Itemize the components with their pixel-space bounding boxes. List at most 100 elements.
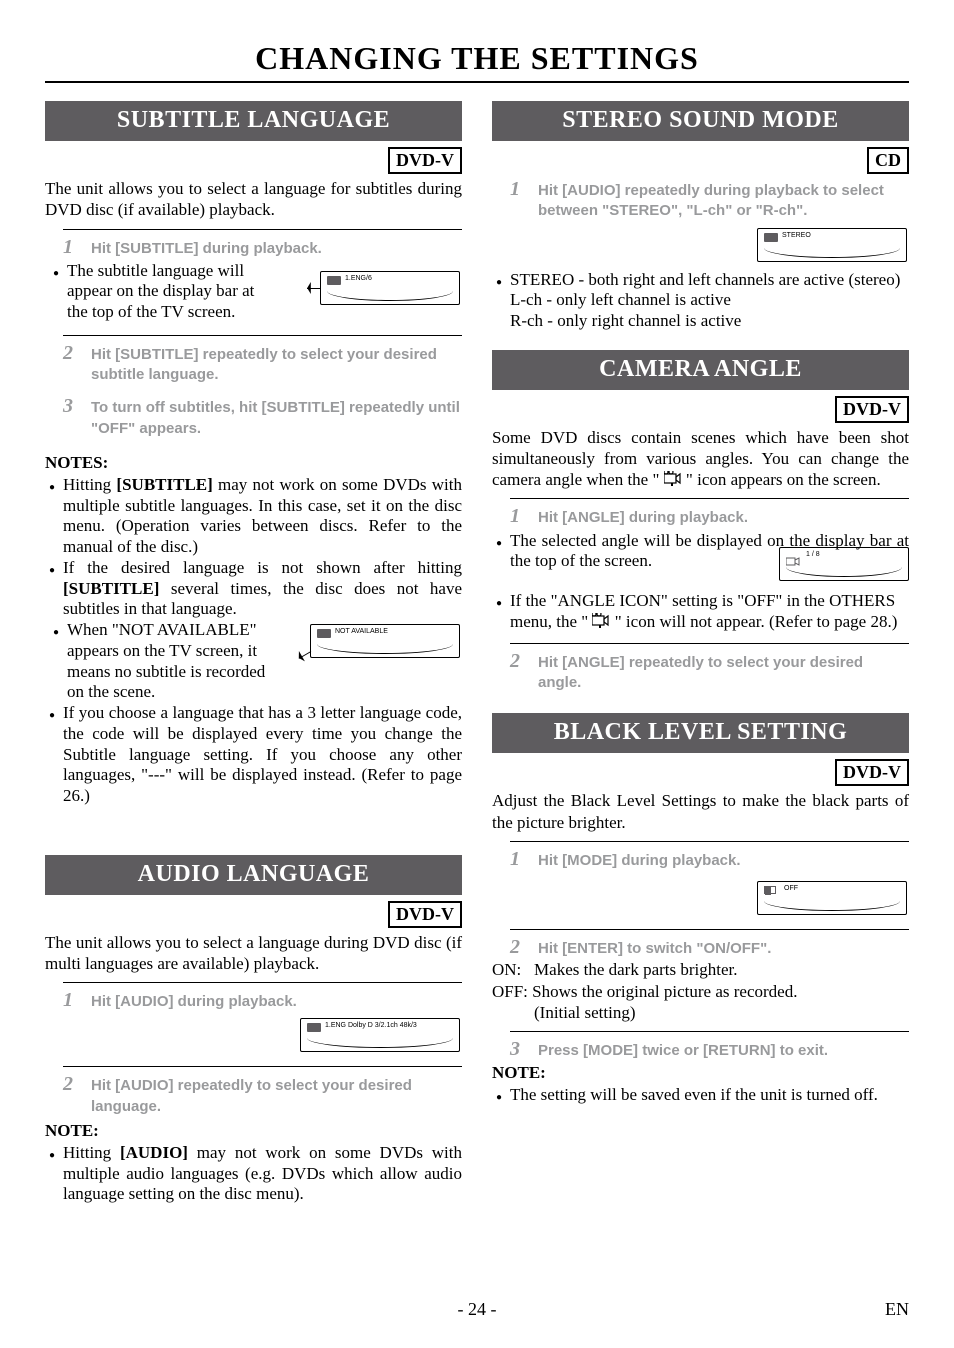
- notes-label: NOTE:: [45, 1121, 462, 1141]
- disc-badge-cd: CD: [867, 147, 909, 174]
- bullet-dot: ●: [496, 591, 504, 609]
- osd-text: 1.ENG Dolby D 3/2.1ch 48k/3: [325, 1022, 417, 1029]
- note-text: The setting will be saved even if the un…: [510, 1085, 878, 1106]
- section-subtitle-language: SUBTITLE LANGUAGE DVD-V The unit allows …: [45, 101, 462, 807]
- osd-display: NOT AVAILABLE: [310, 624, 460, 658]
- step-number: 2: [510, 936, 524, 959]
- step-number: 2: [510, 650, 524, 673]
- osd-text: STEREO: [782, 232, 811, 239]
- two-column-layout: SUBTITLE LANGUAGE DVD-V The unit allows …: [45, 101, 909, 1205]
- step-number: 1: [510, 505, 524, 528]
- bullet-text: STEREO - both right and left channels ar…: [510, 270, 900, 289]
- step-1: 1 Hit [ANGLE] during playback.: [492, 505, 909, 528]
- step-text: To turn off subtitles, hit [SUBTITLE] re…: [91, 398, 462, 439]
- step-2: 2 Hit [AUDIO] repeatedly to select your …: [45, 1073, 462, 1117]
- bullet-dot: ●: [53, 620, 61, 638]
- bullet-item: ● The selected angle will be displayed o…: [492, 531, 909, 582]
- step-text: Hit [ENTER] to switch "ON/OFF".: [538, 939, 771, 959]
- bullet-dot: ●: [496, 1085, 504, 1103]
- bullet-text: If the "ANGLE ICON" setting is "OFF" in …: [510, 591, 909, 632]
- mode-chip-icon: [764, 886, 776, 894]
- section-camera-angle: CAMERA ANGLE DVD-V Some DVD discs contai…: [492, 350, 909, 694]
- osd-text: OFF: [784, 885, 798, 892]
- camera-angle-icon: [664, 471, 682, 487]
- step-2: 2 Hit [SUBTITLE] repeatedly to select yo…: [45, 342, 462, 386]
- step-text: Press [MODE] twice or [RETURN] to exit.: [538, 1041, 828, 1061]
- note-item: ● The setting will be saved even if the …: [492, 1085, 909, 1106]
- note-item: ● If you choose a language that has a 3 …: [45, 703, 462, 807]
- step-number: 2: [63, 342, 77, 365]
- step-2: 2 Hit [ENTER] to switch "ON/OFF".: [492, 936, 909, 959]
- notes-label: NOTES:: [45, 453, 462, 473]
- bullet-item: ● If the "ANGLE ICON" setting is "OFF" i…: [492, 591, 909, 632]
- step-text: Hit [SUBTITLE] repeatedly to select your…: [91, 345, 462, 386]
- intro-text: Adjust the Black Level Settings to make …: [492, 790, 909, 833]
- note-text: Hitting [SUBTITLE] may not work on some …: [63, 475, 462, 556]
- bullet-text: The subtitle language will: [67, 261, 244, 280]
- osd-display: 1.ENG/6: [320, 271, 460, 305]
- step-text: Hit [AUDIO] repeatedly to select your de…: [91, 1076, 462, 1117]
- bullet-text: L-ch - only left channel is active: [510, 290, 731, 309]
- step-number: 1: [63, 236, 77, 259]
- bullet-dot: ●: [49, 1143, 57, 1161]
- osd-text: NOT AVAILABLE: [335, 628, 388, 635]
- note-text: means no subtitle is recorded: [67, 662, 265, 681]
- subtitle-chip-icon: [317, 629, 331, 638]
- audio-chip-icon: [764, 233, 778, 242]
- note-text: Hitting [AUDIO] may not work on some DVD…: [63, 1143, 462, 1203]
- osd-text: 1.ENG/6: [345, 275, 372, 282]
- section-stereo: STEREO SOUND MODE CD 1 Hit [AUDIO] repea…: [492, 101, 909, 332]
- note-item: ● When "NOT AVAILABLE" appears on the TV…: [49, 620, 302, 703]
- step-text: Hit [ANGLE] repeatedly to select your de…: [538, 653, 909, 694]
- step-text: Hit [ANGLE] during playback.: [538, 508, 748, 528]
- osd-text: 1 / 8: [806, 551, 820, 560]
- osd-display: 1 / 8: [779, 547, 909, 581]
- bullet-text: the top of the TV screen.: [67, 302, 235, 321]
- bullet-item: ● STEREO - both right and left channels …: [492, 270, 909, 332]
- bullet-dot: ●: [53, 261, 61, 279]
- intro-text: The unit allows you to select a language…: [45, 178, 462, 221]
- bullet-dot: ●: [496, 531, 504, 549]
- step-1: 1 Hit [SUBTITLE] during playback.: [45, 236, 462, 259]
- step-text: Hit [AUDIO] repeatedly during playback t…: [538, 181, 909, 222]
- notes-label: NOTE:: [492, 1063, 909, 1083]
- note-item: ● If the desired language is not shown a…: [45, 558, 462, 620]
- step-text: Hit [MODE] during playback.: [538, 851, 741, 871]
- on-text: ON: Makes the dark parts brighter.: [492, 959, 909, 980]
- step-number: 2: [63, 1073, 77, 1096]
- note-text: If you choose a language that has a 3 le…: [63, 703, 462, 807]
- page-number: - 24 -: [458, 1299, 497, 1320]
- bullet-dot: ●: [49, 703, 57, 721]
- osd-display: 1.ENG Dolby D 3/2.1ch 48k/3: [300, 1018, 460, 1052]
- step-1: 1 Hit [AUDIO] during playback.: [45, 989, 462, 1012]
- note-text: on the scene.: [67, 682, 155, 701]
- section-header: STEREO SOUND MODE: [492, 101, 909, 141]
- page-footer: - 24 - EN: [45, 1299, 909, 1320]
- intro-text: The unit allows you to select a language…: [45, 932, 462, 975]
- page-lang: EN: [809, 1299, 909, 1320]
- section-header: SUBTITLE LANGUAGE: [45, 101, 462, 141]
- subtitle-chip-icon: [327, 276, 341, 285]
- step-text: Hit [SUBTITLE] during playback.: [91, 239, 322, 259]
- bullet-dot: ●: [49, 475, 57, 493]
- bullet-text: R-ch - only right channel is active: [510, 311, 741, 330]
- note-text: If the desired language is not shown aft…: [63, 558, 462, 618]
- camera-angle-icon: [592, 613, 610, 629]
- section-black-level: BLACK LEVEL SETTING DVD-V Adjust the Bla…: [492, 713, 909, 1106]
- osd-display: OFF: [757, 881, 907, 915]
- note-text: appears on the TV screen, it: [67, 641, 257, 660]
- disc-badge-dvdv: DVD-V: [835, 396, 909, 423]
- bullet-item: ● The subtitle language will appear on t…: [49, 261, 312, 323]
- step-1: 1 Hit [AUDIO] repeatedly during playback…: [492, 178, 909, 222]
- note-item: ● Hitting [AUDIO] may not work on some D…: [45, 1143, 462, 1205]
- section-header: CAMERA ANGLE: [492, 350, 909, 390]
- page-title: CHANGING THE SETTINGS: [45, 40, 909, 83]
- step-text: Hit [AUDIO] during playback.: [91, 992, 297, 1012]
- step-2: 2 Hit [ANGLE] repeatedly to select your …: [492, 650, 909, 694]
- disc-badge-dvdv: DVD-V: [388, 147, 462, 174]
- section-header: AUDIO LANGUAGE: [45, 855, 462, 895]
- step-1: 1 Hit [MODE] during playback.: [492, 848, 909, 871]
- disc-badge-dvdv: DVD-V: [388, 901, 462, 928]
- step-3: 3 To turn off subtitles, hit [SUBTITLE] …: [45, 395, 462, 439]
- left-column: SUBTITLE LANGUAGE DVD-V The unit allows …: [45, 101, 462, 1205]
